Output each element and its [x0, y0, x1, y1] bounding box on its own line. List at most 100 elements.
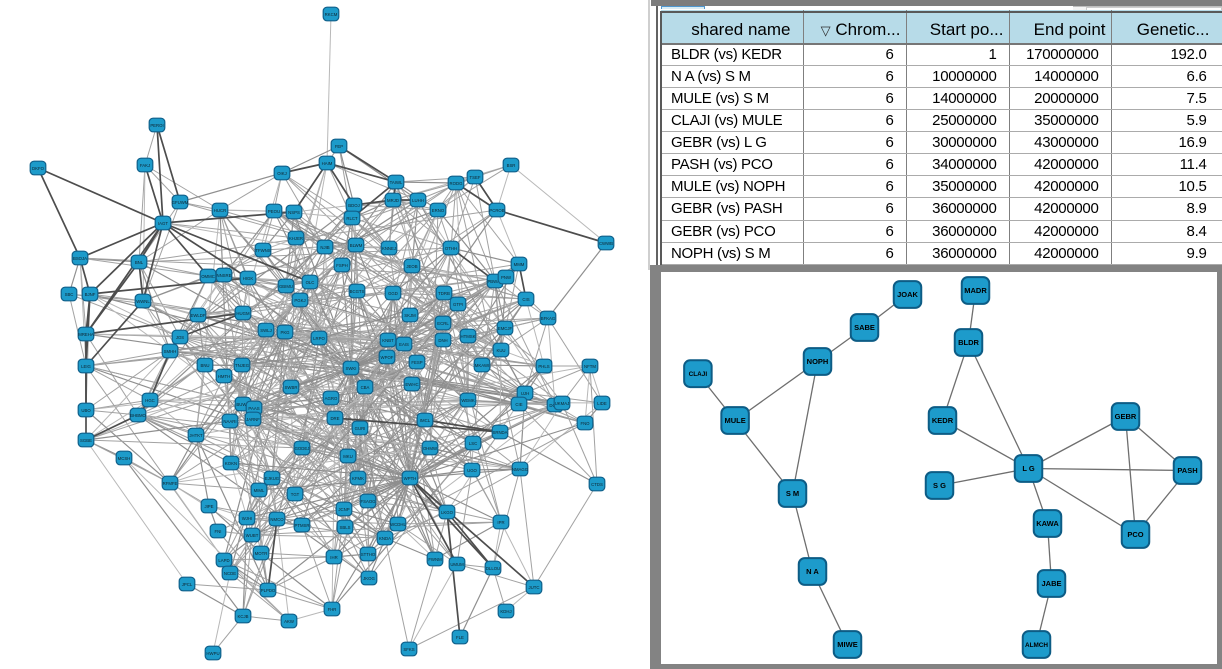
svg-text:IAGT: IAGT — [158, 221, 168, 226]
svg-text:BHBMO: BHBMO — [130, 413, 146, 418]
svg-text:TAIWL: TAIWL — [390, 180, 403, 185]
svg-text:EWHC: EWHC — [405, 382, 418, 387]
svg-text:BUWU: BUWU — [236, 402, 249, 407]
svg-text:JOAK: JOAK — [897, 289, 918, 298]
svg-text:HIGK: HIGK — [243, 276, 254, 281]
svg-text:NMAGG: NMAGG — [512, 467, 529, 472]
svg-text:OTHH: OTHH — [445, 246, 457, 251]
svg-text:RFMFE: RFMFE — [163, 481, 178, 486]
svg-text:TFWNS: TFWNS — [255, 248, 270, 253]
svg-text:PCROB: PCROB — [489, 208, 504, 213]
svg-text:HGC: HGC — [145, 398, 155, 403]
svg-text:EMCJF: EMCJF — [498, 326, 513, 331]
svg-text:LSC: LSC — [469, 441, 477, 446]
svg-text:PTMSR: PTMSR — [294, 523, 309, 528]
svg-text:PLPDO: PLPDO — [261, 588, 276, 593]
svg-text:PHLS: PHLS — [538, 364, 549, 369]
svg-text:TDRB: TDRB — [438, 291, 450, 296]
svg-text:WPOF: WPOF — [381, 355, 394, 360]
svg-text:BNL: BNL — [135, 260, 144, 265]
svg-text:RLCT: RLCT — [346, 216, 358, 221]
svg-text:BFKAG: BFKAG — [541, 316, 556, 321]
svg-text:UBO: UBO — [81, 408, 91, 413]
svg-text:IHR: IHR — [330, 555, 337, 560]
svg-text:SRNDA: SRNDA — [492, 430, 507, 435]
svg-text:OLC: OLC — [306, 280, 315, 285]
svg-text:MREHA: MREHA — [78, 332, 94, 337]
svg-text:LAPD: LAPD — [218, 558, 229, 563]
svg-text:DLLOU: DLLOU — [486, 566, 500, 571]
svg-text:SABE: SABE — [854, 322, 875, 331]
svg-text:KUU: KUU — [496, 348, 505, 353]
svg-text:L G: L G — [1022, 463, 1035, 472]
svg-text:BJNF: BJNF — [85, 292, 96, 297]
svg-text:NSPS: NSPS — [288, 210, 300, 215]
svg-text:UMUM: UMUM — [450, 562, 464, 567]
svg-text:SKJM: SKJM — [404, 313, 416, 318]
svg-text:MMM: MMM — [514, 262, 525, 267]
svg-text:LIDE: LIDE — [597, 401, 607, 406]
svg-text:ECRL: ECRL — [437, 321, 449, 326]
svg-text:GEBR: GEBR — [1114, 411, 1136, 420]
svg-text:CIS: CIS — [522, 297, 529, 302]
svg-text:JABE: JABE — [1041, 578, 1061, 587]
svg-text:MCSH: MCSH — [118, 456, 131, 461]
svg-text:CLAJI: CLAJI — [688, 371, 707, 378]
svg-text:LEIG: LEIG — [81, 364, 91, 369]
svg-text:PEROI: PEROI — [150, 123, 163, 128]
svg-text:SWLJ: SWLJ — [260, 328, 271, 333]
svg-text:SBLS: SBLS — [340, 525, 351, 530]
svg-text:BSR: BSR — [507, 163, 516, 168]
svg-text:PKG: PKG — [280, 330, 290, 335]
svg-text:JUTC: JUTC — [529, 585, 540, 590]
svg-text:JPCL: JPCL — [182, 582, 193, 587]
svg-text:NNSRE: NNSRE — [216, 273, 231, 278]
svg-text:S M: S M — [785, 488, 798, 497]
svg-text:ALMCH: ALMCH — [1024, 641, 1047, 648]
svg-text:KFMK: KFMK — [352, 476, 364, 481]
svg-text:UJH: UJH — [521, 391, 529, 396]
svg-text:SWKI: SWKI — [346, 366, 357, 371]
svg-text:TNJEG: TNJEG — [235, 363, 250, 368]
svg-text:OHMW: OHMW — [423, 446, 438, 451]
svg-text:JEOB: JEOB — [406, 264, 417, 269]
svg-text:JARNF: JARNF — [246, 417, 260, 422]
svg-text:NOPH: NOPH — [806, 356, 828, 365]
svg-text:UGO: UGO — [467, 468, 477, 473]
svg-text:WUBT: WUBT — [246, 533, 259, 538]
svg-text:TGT: TGT — [291, 492, 300, 497]
svg-text:KHJER: KHJER — [289, 236, 303, 241]
svg-text:JHTKT: JHTKT — [189, 433, 203, 438]
svg-text:PASH: PASH — [1177, 465, 1197, 474]
svg-text:MKAWI: MKAWI — [475, 363, 489, 368]
svg-text:GURI: GURI — [355, 426, 366, 431]
svg-text:S G: S G — [933, 480, 946, 489]
svg-text:RKCM: RKCM — [325, 12, 338, 17]
svg-text:LKGO: LKGO — [441, 510, 454, 515]
svg-text:DKFO: DKFO — [32, 166, 45, 171]
svg-text:OMMC: OMMC — [201, 274, 215, 279]
svg-text:KAWA: KAWA — [1036, 518, 1059, 527]
svg-text:DRE: DRE — [330, 416, 339, 421]
svg-text:SGBE: SGBE — [80, 438, 92, 443]
svg-text:FSAOG: FSAOG — [360, 499, 376, 504]
svg-text:WWNL: WWNL — [136, 299, 150, 304]
svg-text:PNW: PNW — [501, 275, 512, 280]
svg-text:DNH: DNH — [438, 338, 447, 343]
svg-text:MADR: MADR — [964, 285, 987, 294]
svg-text:AKW: AKW — [284, 619, 295, 624]
svg-text:WJHI: WJHI — [242, 516, 253, 521]
svg-text:NFTM: NFTM — [584, 364, 596, 369]
svg-text:MRJD: MRJD — [387, 198, 399, 203]
svg-text:RODG: RODG — [450, 181, 464, 186]
svg-text:FEP: FEP — [335, 144, 343, 149]
svg-text:BLDR: BLDR — [958, 337, 979, 346]
svg-text:MIWE: MIWE — [837, 639, 857, 648]
svg-text:MOTR: MOTR — [255, 551, 268, 556]
svg-text:JIPE: JIPE — [204, 504, 213, 509]
svg-text:FSPH: FSPH — [336, 263, 347, 268]
svg-text:TSEF: TSEF — [470, 175, 481, 180]
svg-text:SMHH: SMHH — [164, 349, 177, 354]
svg-text:LUHH: LUHH — [412, 198, 424, 203]
svg-text:CWWB: CWWB — [599, 241, 613, 246]
